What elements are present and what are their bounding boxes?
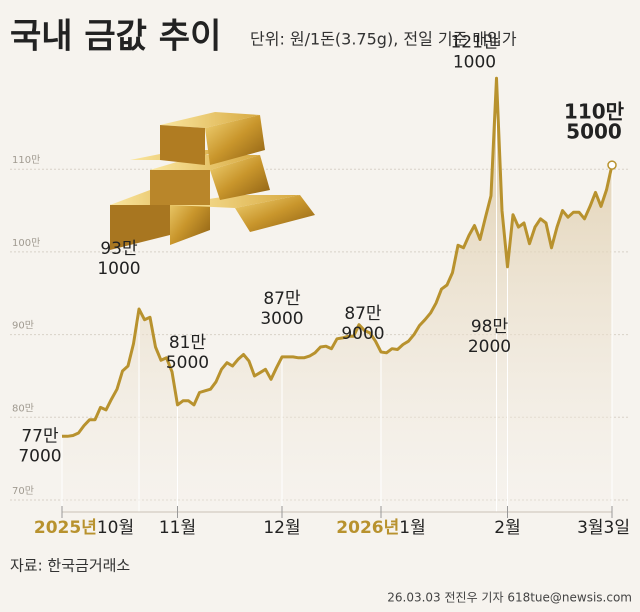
area-fill [62,78,612,513]
x-tick-label: 11월 [159,518,196,538]
data-label: 1000 [97,259,140,279]
data-label: 121만 [450,32,498,52]
y-tick-label: 90만 [12,320,34,332]
data-label: 5000 [166,353,209,373]
data-label: 98만 [471,317,509,337]
y-tick-label: 70만 [12,485,34,497]
x-tick-month: 11월 [159,518,196,538]
data-label: 93만 [100,239,138,259]
gold-bars-illustration [110,112,315,250]
data-label: 81만 [169,333,207,353]
data-label: 9000 [341,324,384,344]
data-label: 1000 [453,52,496,72]
x-tick-year: 2025년 [34,518,97,538]
x-tick-month: 1월 [399,518,425,538]
data-label: 7000 [18,446,61,466]
x-tick-month: 2월 [494,518,520,538]
x-tick-year: 2026년 [336,518,399,538]
data-label: 77만 [21,426,59,446]
price-line [62,76,614,438]
source: 자료: 한국금거래소 [10,557,130,575]
x-tick-month: 3월3일 [577,518,630,538]
y-tick-label: 100만 [12,237,40,249]
x-tick-label: 2월 [494,518,520,538]
data-label: 87만 [344,304,382,324]
x-tick-label: 12월 [263,518,300,538]
y-tick-label: 110만 [12,154,40,166]
chart-title: 국내 금값 추이 [10,17,221,57]
end-marker [607,160,617,170]
x-tick-month: 10월 [97,518,134,538]
credit: 26.03.03 전진우 기자 618tue@newsis.com [387,591,632,605]
data-label: 87만 [263,289,301,309]
x-tick-label: 2025년10월 [34,518,134,538]
x-tick-label: 2026년1월 [336,518,425,538]
data-label: 2000 [468,337,511,357]
data-label: 3000 [260,309,303,329]
x-tick-label: 3월3일 [577,518,630,538]
chart-subtitle: 단위: 원/1돈(3.75g), 전일 기준 매입가 [250,30,517,49]
data-label: 5000 [566,120,622,144]
x-tick-month: 12월 [263,518,300,538]
y-tick-label: 80만 [12,402,34,414]
data-label: 110만 [564,100,625,124]
